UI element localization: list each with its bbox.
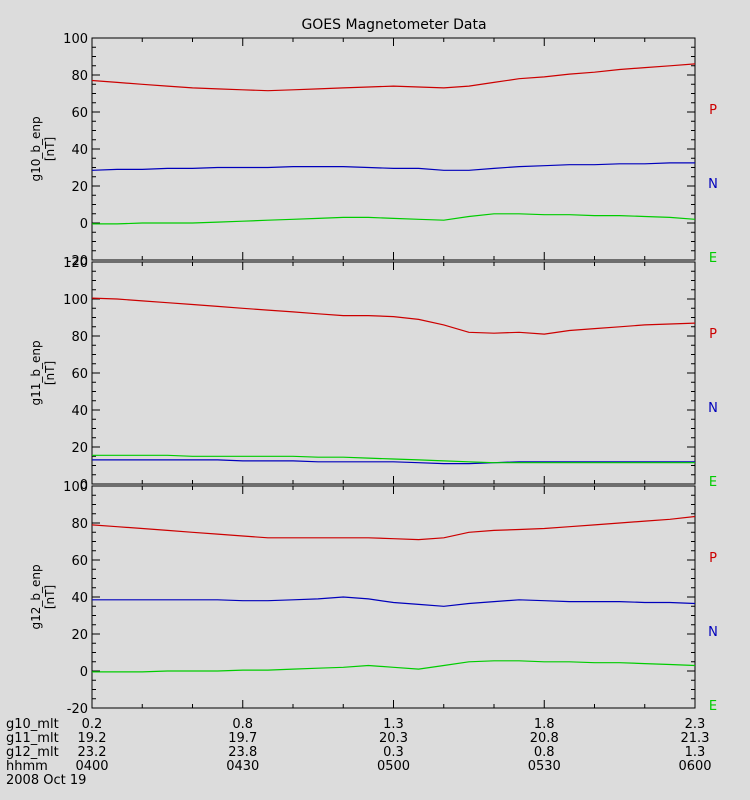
y-axis-label: g11_b_enp bbox=[29, 340, 43, 405]
legend-label-E: E bbox=[709, 251, 717, 266]
series-line-N bbox=[92, 596, 695, 607]
x-tick-label: 0430 bbox=[226, 759, 259, 774]
y-tick-label: 120 bbox=[63, 256, 88, 271]
y-axis-unit: [nT] bbox=[43, 361, 57, 385]
series-line-E bbox=[92, 454, 695, 464]
x-tick-label: 0530 bbox=[528, 759, 561, 774]
y-tick-label: 80 bbox=[71, 69, 88, 84]
series-line-N bbox=[92, 162, 695, 171]
x-axis-labels: g10_mlt 0.2 0.8 1.3 1.8 2.3 g11_mlt 19.2 19.7 20.… bbox=[6, 717, 712, 788]
y-tick-label: -20 bbox=[67, 702, 88, 717]
legend-label-P: P bbox=[709, 551, 717, 566]
y-tick-label: 0 bbox=[80, 478, 88, 493]
series-line-N bbox=[92, 459, 695, 465]
date-label: 2008 Oct 19 bbox=[6, 773, 86, 788]
series-line-P bbox=[92, 63, 695, 92]
y-tick-label: 100 bbox=[63, 480, 88, 495]
series-line-P bbox=[92, 297, 695, 335]
x-tick-label: 23.2 bbox=[78, 745, 107, 760]
y-tick-label: 80 bbox=[71, 517, 88, 532]
x-tick-label: 0.3 bbox=[383, 745, 404, 760]
x-tick-label: 0.8 bbox=[534, 745, 555, 760]
x-tick-label: 1.3 bbox=[685, 745, 706, 760]
y-tick-label: 20 bbox=[71, 628, 88, 643]
y-tick-label: 0 bbox=[80, 665, 88, 680]
y-tick-label: 60 bbox=[71, 106, 88, 121]
legend-label-N: N bbox=[708, 401, 718, 416]
y-tick-label: 40 bbox=[71, 591, 88, 606]
x-tick-label: 0.8 bbox=[232, 717, 253, 732]
x-row-label: g11_mlt bbox=[6, 731, 59, 746]
x-tick-label: 19.2 bbox=[78, 731, 107, 746]
legend-label-P: P bbox=[709, 103, 717, 118]
y-tick-label: 40 bbox=[71, 143, 88, 158]
y-axis-unit: [nT] bbox=[43, 137, 57, 161]
x-row-label: g12_mlt bbox=[6, 745, 59, 760]
series-line-E bbox=[92, 660, 695, 673]
x-tick-label: 0500 bbox=[377, 759, 410, 774]
y-tick-label: 100 bbox=[63, 293, 88, 308]
y-tick-label: 0 bbox=[80, 217, 88, 232]
x-tick-label: 1.3 bbox=[383, 717, 404, 732]
x-tick-label: 0400 bbox=[75, 759, 108, 774]
x-tick-label: 0.2 bbox=[82, 717, 103, 732]
x-tick-label: 21.3 bbox=[681, 731, 710, 746]
x-tick-label: 23.8 bbox=[228, 745, 257, 760]
legend-label-P: P bbox=[709, 327, 717, 342]
x-tick-label: 19.7 bbox=[228, 731, 257, 746]
series-line-E bbox=[92, 213, 695, 225]
y-tick-label: 20 bbox=[71, 180, 88, 195]
y-tick-label: 60 bbox=[71, 554, 88, 569]
y-tick-label: 100 bbox=[63, 32, 88, 47]
x-row-label: g10_mlt bbox=[6, 717, 59, 732]
x-tick-label: 1.8 bbox=[534, 717, 555, 732]
panel-g10_b_enp: -20 0 20 40 60 80 100 g10_b_enp [nT] P N E bbox=[29, 32, 718, 269]
legend-label-E: E bbox=[709, 699, 717, 714]
x-tick-label: 20.8 bbox=[530, 731, 559, 746]
legend-label-N: N bbox=[708, 177, 718, 192]
x-row-label: hhmm bbox=[6, 759, 48, 774]
x-tick-label: 2.3 bbox=[685, 717, 706, 732]
y-tick-label: 80 bbox=[71, 330, 88, 345]
legend-label-N: N bbox=[708, 625, 718, 640]
legend-label-E: E bbox=[709, 475, 717, 490]
y-tick-label: 20 bbox=[71, 441, 88, 456]
figure-title: GOES Magnetometer Data bbox=[301, 17, 486, 33]
y-axis-label: g10_b_enp bbox=[29, 116, 43, 181]
x-tick-label: 0600 bbox=[678, 759, 711, 774]
series-line-P bbox=[92, 515, 695, 541]
y-tick-label: -20 bbox=[67, 254, 88, 269]
y-axis-unit: [nT] bbox=[43, 585, 57, 609]
panel-g11_b_enp: 0 20 40 60 80 100 120 g11_b_enp [nT] P N E bbox=[29, 256, 718, 493]
panel-g12_b_enp: -20 0 20 40 60 80 100 g12_b_enp [nT] P N E bbox=[29, 480, 718, 717]
y-tick-label: 40 bbox=[71, 404, 88, 419]
y-axis-label: g12_b_enp bbox=[29, 564, 43, 629]
x-tick-label: 20.3 bbox=[379, 731, 408, 746]
y-tick-label: 60 bbox=[71, 367, 88, 382]
